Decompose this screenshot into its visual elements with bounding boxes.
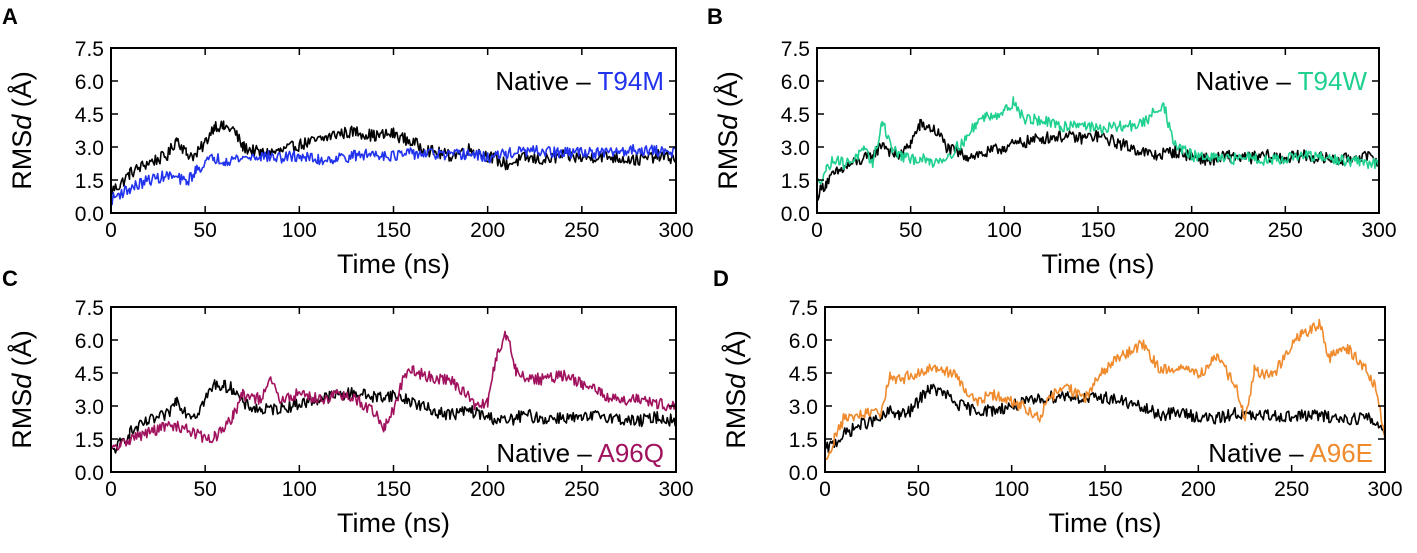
series-line-native — [111, 120, 676, 195]
x-tick-label: 50 — [193, 219, 216, 242]
x-tick-label: 200 — [470, 478, 505, 501]
x-tick-label: 100 — [282, 478, 317, 501]
series-line-native — [825, 383, 1385, 454]
y-tick-label: 6.0 — [781, 71, 810, 94]
y-axis-title: RMSd (Å) — [6, 330, 37, 449]
x-tick-label: 200 — [1174, 219, 1209, 242]
x-axis-title: Time (ns) — [1042, 249, 1155, 279]
panel-letter: C — [2, 266, 18, 291]
y-tick-label: 6.0 — [789, 330, 818, 353]
x-tick-label: 50 — [193, 478, 216, 501]
x-tick-label: 50 — [907, 478, 930, 501]
x-tick-label: 250 — [1274, 478, 1309, 501]
panel-c: C 0 50 100 150 200 250 300 0.0 1.5 3.0 4.5 6.0 7.5 Tim… — [2, 266, 694, 538]
panel-letter: A — [2, 4, 18, 29]
x-tick-label: 100 — [994, 478, 1029, 501]
y-tick-label: 6.0 — [75, 330, 104, 353]
x-tick-label: 150 — [1087, 478, 1122, 501]
x-axis-title: Time (ns) — [1049, 508, 1162, 538]
x-axis-title: Time (ns) — [337, 508, 450, 538]
y-tick-label: 0.0 — [75, 203, 104, 226]
y-tick-label: 4.5 — [75, 363, 104, 386]
y-tick-label: 3.0 — [75, 396, 104, 419]
y-tick-label: 7.5 — [781, 38, 810, 61]
y-tick-label: 7.5 — [75, 297, 104, 320]
x-tick-label: 150 — [1080, 219, 1115, 242]
series-line-native — [817, 118, 1379, 201]
y-axis-title: RMSd (Å) — [720, 330, 751, 449]
y-axis-title: RMSd (Å) — [712, 71, 743, 190]
x-tick-label: 300 — [658, 219, 693, 242]
series-line-t94w — [817, 96, 1379, 185]
x-tick-label: 0 — [819, 478, 831, 501]
x-tick-label: 0 — [811, 219, 823, 242]
x-axis-title: Time (ns) — [337, 249, 450, 279]
y-tick-label: 7.5 — [789, 297, 818, 320]
y-tick-label: 3.0 — [789, 396, 818, 419]
series-line-a96e — [825, 318, 1385, 461]
x-tick-label: 250 — [1268, 219, 1303, 242]
x-tick-label: 300 — [1361, 219, 1396, 242]
y-tick-label: 1.5 — [781, 170, 810, 193]
y-tick-label: 7.5 — [75, 38, 104, 61]
x-tick-label: 0 — [105, 219, 117, 242]
y-tick-label: 4.5 — [781, 104, 810, 127]
x-tick-label: 50 — [899, 219, 922, 242]
y-tick-label: 6.0 — [75, 71, 104, 94]
panel-letter: D — [713, 266, 729, 291]
panel-letter: B — [707, 4, 723, 29]
x-tick-label: 250 — [564, 478, 599, 501]
x-tick-label: 150 — [376, 478, 411, 501]
panel-d: D 0 50 100 150 200 250 300 0.0 1.5 3.0 4.5 6.0 7.5 Tim… — [713, 266, 1403, 538]
y-tick-label: 3.0 — [781, 137, 810, 160]
series-line-a96q — [111, 330, 676, 451]
y-tick-label: 1.5 — [789, 429, 818, 452]
legend-label: Native – T94W — [1196, 66, 1368, 96]
y-tick-label: 0.0 — [789, 462, 818, 485]
x-tick-label: 250 — [564, 219, 599, 242]
series-line-native — [111, 379, 676, 454]
x-tick-label: 150 — [376, 219, 411, 242]
x-tick-label: 200 — [470, 219, 505, 242]
y-tick-label: 3.0 — [75, 137, 104, 160]
y-tick-label: 0.0 — [75, 462, 104, 485]
legend-label: Native – A96Q — [496, 438, 664, 468]
legend-label: Native – T94M — [495, 66, 664, 96]
legend-label: Native – A96E — [1208, 438, 1373, 468]
x-tick-label: 300 — [1367, 478, 1402, 501]
y-axis-title: RMSd (Å) — [6, 71, 37, 190]
x-tick-label: 100 — [987, 219, 1022, 242]
panel-a: A 0 50 100 150 200 250 300 0.0 1.5 3.0 4.5 6.0 7.5 Tim… — [2, 4, 694, 279]
y-tick-label: 4.5 — [75, 104, 104, 127]
x-tick-label: 100 — [282, 219, 317, 242]
x-tick-label: 0 — [105, 478, 117, 501]
x-tick-label: 300 — [658, 478, 693, 501]
x-tick-label: 200 — [1181, 478, 1216, 501]
series-line-t94m — [111, 143, 676, 206]
y-tick-label: 0.0 — [781, 203, 810, 226]
y-tick-label: 4.5 — [789, 363, 818, 386]
panel-b: B 0 50 100 150 200 250 300 0.0 1.5 3.0 4.5 6.0 7.5 Tim… — [707, 4, 1397, 279]
y-tick-label: 1.5 — [75, 170, 104, 193]
y-tick-label: 1.5 — [75, 429, 104, 452]
